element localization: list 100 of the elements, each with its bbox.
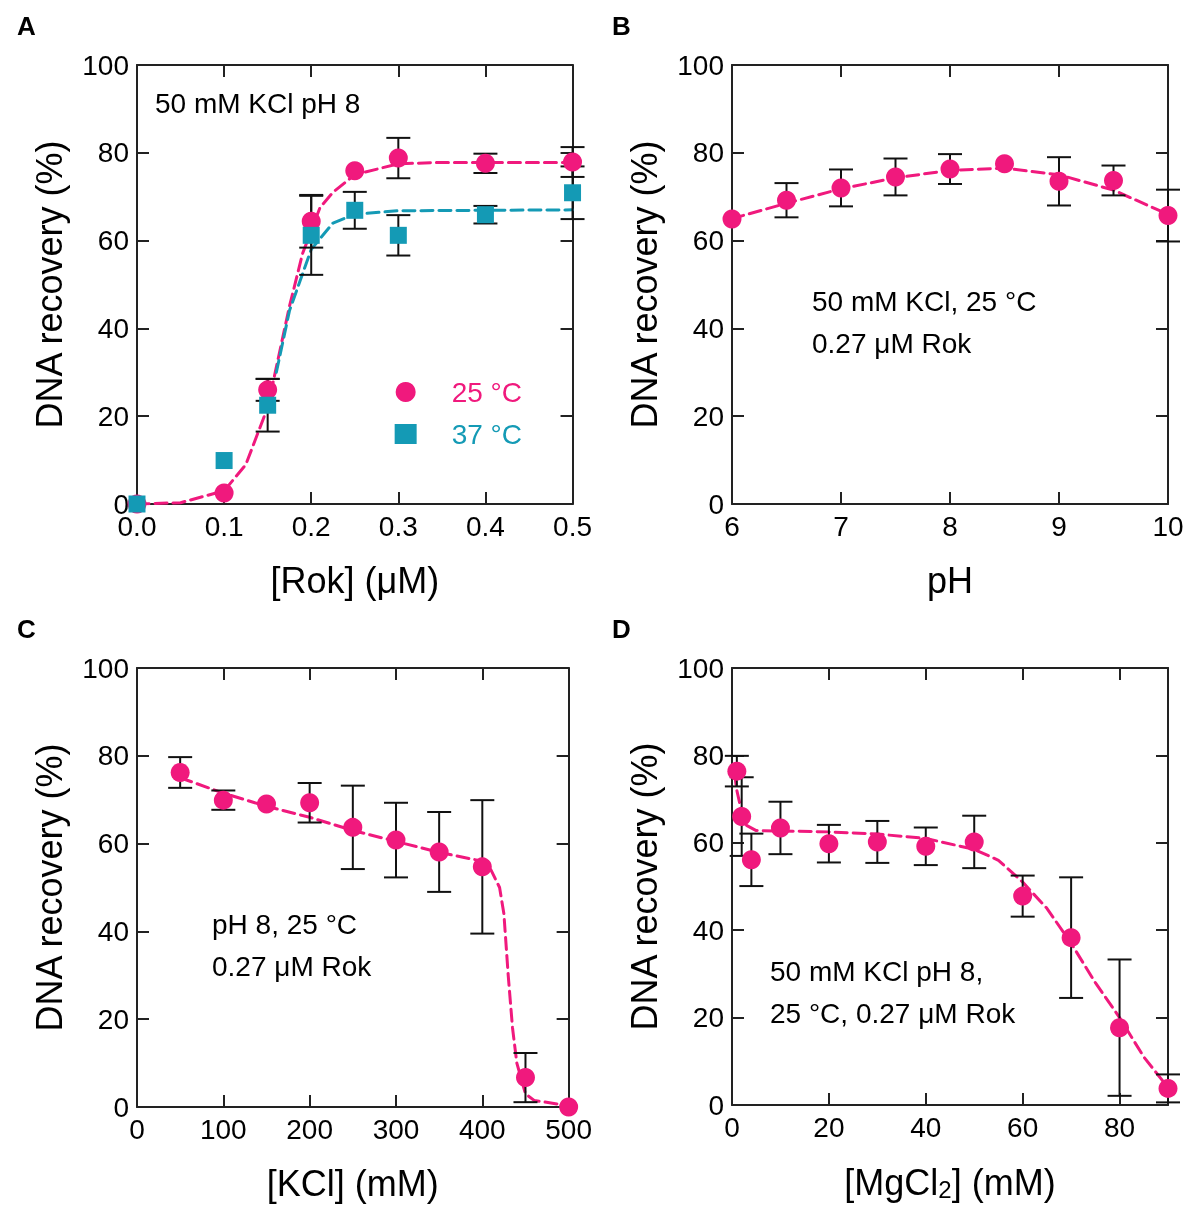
x-tick-label: 500 xyxy=(545,1113,592,1145)
y-axis-title: DNA recovery (%) xyxy=(623,742,665,1031)
point xyxy=(170,762,190,782)
x-tick-label: 60 xyxy=(1007,1111,1039,1143)
y-axis-title: DNA recovery (%) xyxy=(623,140,665,429)
legend-label: 37 °C xyxy=(451,418,522,450)
point xyxy=(516,1068,535,1088)
chart-title: B xyxy=(612,11,631,41)
y-tick-label: 80 xyxy=(97,740,129,772)
y-tick-label: 80 xyxy=(97,137,129,169)
x-tick-label: 0.1 xyxy=(204,510,244,542)
point xyxy=(727,761,747,781)
x-tick-label: 6 xyxy=(724,510,740,542)
chart-title: D xyxy=(612,614,631,644)
x-tick-label: 0.3 xyxy=(378,510,418,542)
annotation: 50 mM KCl pH 8, 25 °C, 0.27 μM Rok xyxy=(770,955,1017,1029)
annotation: 50 mM KCl, 25 °C 0.27 μM Rok xyxy=(812,285,1037,359)
x-axis-title: [KCl] (mM) xyxy=(266,1162,439,1204)
point xyxy=(476,206,494,224)
point xyxy=(777,190,796,210)
point xyxy=(831,178,851,198)
point xyxy=(770,818,790,838)
x-axis-title: pH xyxy=(926,559,974,601)
x-tick-label: 9 xyxy=(1051,510,1067,542)
x-tick-label: 0.5 xyxy=(553,510,593,542)
y-tick-label: 40 xyxy=(97,312,129,344)
y-tick-label: 20 xyxy=(97,1003,129,1035)
x-tick-label: 0.2 xyxy=(291,510,331,542)
point xyxy=(741,850,761,870)
point xyxy=(819,834,839,854)
y-tick-label: 20 xyxy=(692,400,724,432)
y-tick-label: 60 xyxy=(692,827,724,859)
x-tick-label: 80 xyxy=(1103,1111,1136,1143)
y-tick-label: 20 xyxy=(692,1002,724,1034)
point xyxy=(345,161,365,181)
y-tick-label: 20 xyxy=(97,400,129,432)
annotation: 50 mM KCl pH 8 xyxy=(155,87,361,119)
point xyxy=(940,159,960,179)
point xyxy=(1110,1018,1130,1038)
x-tick-label: 40 xyxy=(910,1111,942,1143)
point xyxy=(886,167,905,187)
point xyxy=(386,830,406,850)
point xyxy=(722,209,742,229)
point xyxy=(389,226,407,244)
y-tick-label: 60 xyxy=(692,225,724,257)
y-tick-label: 60 xyxy=(97,828,129,860)
y-tick-label: 0 xyxy=(708,488,724,520)
point xyxy=(1158,1078,1178,1098)
point xyxy=(1061,928,1081,948)
x-tick-label: 0.4 xyxy=(465,510,505,542)
x-tick-label: 8 xyxy=(942,510,958,542)
y-tick-label: 100 xyxy=(82,49,129,81)
y-tick-label: 80 xyxy=(692,137,724,169)
point xyxy=(867,832,887,852)
y-tick-label: 80 xyxy=(692,739,724,771)
y-tick-label: 40 xyxy=(692,312,724,344)
x-tick-label: 7 xyxy=(833,510,849,542)
point xyxy=(964,832,984,852)
point xyxy=(429,842,449,862)
y-tick-label: 100 xyxy=(677,652,724,684)
x-tick-label: 200 xyxy=(286,1113,334,1145)
y-tick-label: 0 xyxy=(708,1089,724,1121)
point xyxy=(300,793,320,813)
point xyxy=(215,452,233,470)
chart-title: C xyxy=(17,614,36,644)
y-tick-label: 100 xyxy=(677,49,724,81)
point xyxy=(388,148,408,168)
x-tick-label: 20 xyxy=(813,1111,845,1143)
y-tick-label: 0 xyxy=(113,1091,129,1123)
point xyxy=(564,184,582,202)
y-tick-label: 100 xyxy=(82,652,129,684)
point xyxy=(302,226,320,244)
point xyxy=(472,857,492,877)
point xyxy=(563,152,583,172)
point xyxy=(346,201,364,219)
point xyxy=(1049,171,1069,191)
point xyxy=(1013,886,1033,906)
point xyxy=(257,794,276,814)
x-axis-title: [Rok] (μM) xyxy=(270,559,440,601)
y-axis-title: DNA recovery (%) xyxy=(28,743,70,1032)
point xyxy=(916,836,936,856)
x-tick-label: 300 xyxy=(372,1113,420,1145)
x-tick-label: 10 xyxy=(1152,510,1184,542)
y-axis-title: DNA recovery (%) xyxy=(28,140,70,429)
point xyxy=(559,1097,579,1117)
x-tick-label: 400 xyxy=(458,1113,506,1145)
point xyxy=(343,817,363,837)
chart-title: A xyxy=(17,11,36,41)
annotation: pH 8, 25 °C 0.27 μM Rok xyxy=(212,908,373,982)
point xyxy=(259,396,277,414)
y-tick-label: 60 xyxy=(97,225,129,257)
x-tick-label: 100 xyxy=(199,1113,247,1145)
y-tick-label: 40 xyxy=(692,914,724,946)
legend-label: 25 °C xyxy=(451,376,522,408)
x-axis-title: [MgCl2] (mM) xyxy=(844,1161,1056,1203)
point xyxy=(995,154,1014,174)
point xyxy=(732,807,752,827)
point xyxy=(1104,170,1123,190)
point xyxy=(214,483,234,503)
point xyxy=(1158,206,1178,226)
